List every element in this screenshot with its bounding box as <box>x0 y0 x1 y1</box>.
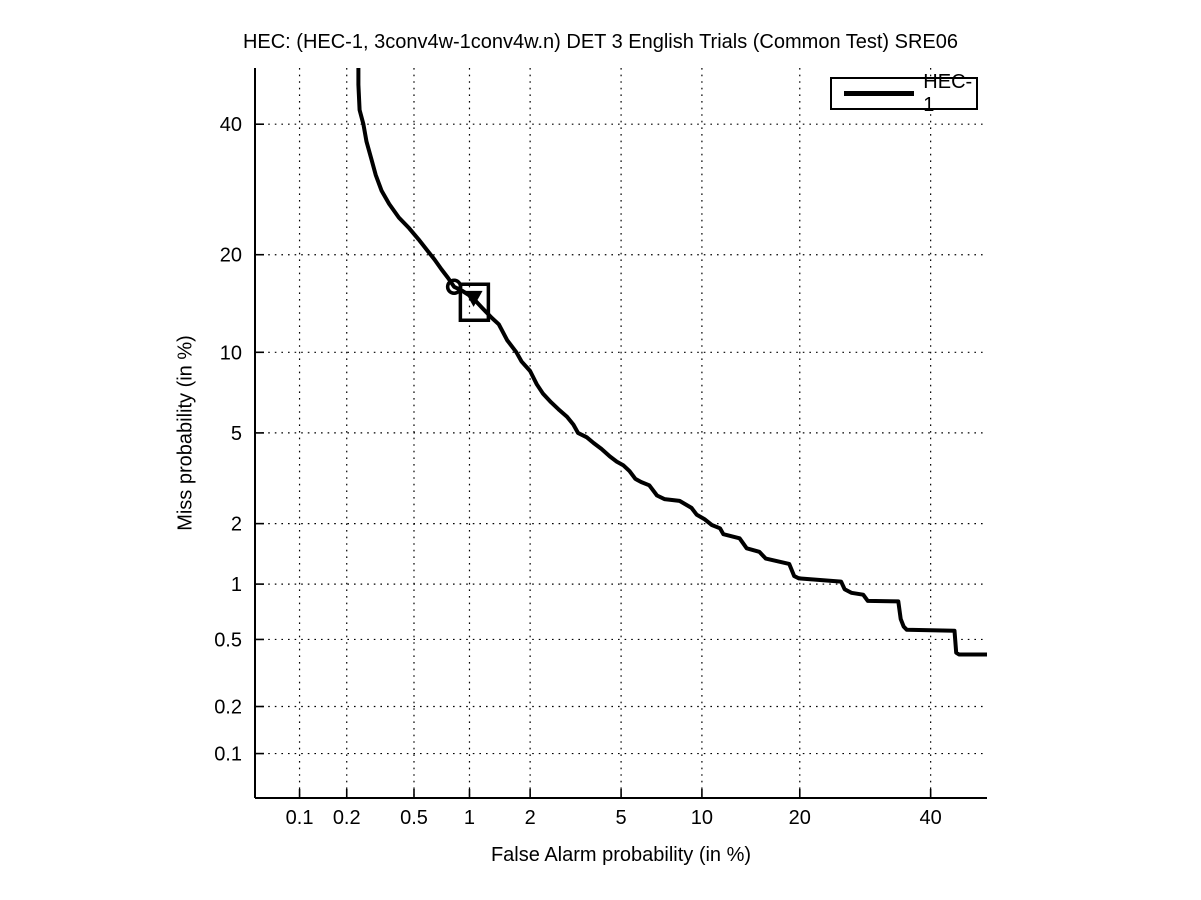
x-tick-label: 1 <box>464 807 475 829</box>
x-tick-label: 0.2 <box>333 807 361 829</box>
x-tick-label: 5 <box>616 807 627 829</box>
x-tick-label: 10 <box>691 807 713 829</box>
x-tick-label: 2 <box>525 807 536 829</box>
y-tick-label: 20 <box>220 245 242 267</box>
x-axis-label: False Alarm probability (in %) <box>490 844 752 866</box>
y-tick-label: 0.2 <box>214 697 242 719</box>
legend-label: HEC-1 <box>923 70 973 116</box>
legend: HEC-1 <box>830 71 978 116</box>
chart-title: HEC: (HEC-1, 3conv4w-1conv4w.n) DET 3 En… <box>242 31 959 53</box>
x-tick-label: 0.5 <box>400 807 428 829</box>
act-dcf-box-marker <box>458 282 491 323</box>
x-tick-label: 40 <box>920 807 942 829</box>
x-tick-label: 0.1 <box>286 807 314 829</box>
y-tick-label: 10 <box>220 342 242 364</box>
y-tick-label: 0.5 <box>214 629 242 651</box>
y-tick-label: 5 <box>231 423 242 445</box>
det-curve-hec-1 <box>356 68 987 657</box>
y-tick-label: 1 <box>231 574 242 596</box>
legend-line-sample <box>844 91 915 96</box>
y-tick-label: 40 <box>220 114 242 136</box>
x-tick-label: 20 <box>789 807 811 829</box>
y-tick-label: 0.1 <box>214 744 242 766</box>
act-dcf-triangle-marker <box>464 290 483 307</box>
y-tick-label: 2 <box>231 514 242 536</box>
